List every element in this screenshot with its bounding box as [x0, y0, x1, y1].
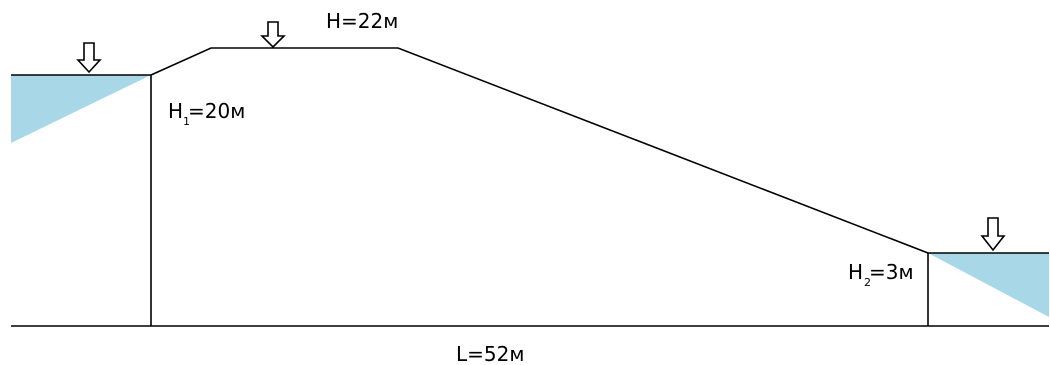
- down-arrow-icon: [76, 42, 102, 74]
- dam-profile: [150, 47, 929, 254]
- svg-text:=20м: =20м: [188, 99, 245, 123]
- upstream-water: [11, 75, 151, 143]
- svg-text:H: H: [168, 99, 183, 123]
- svg-text:H: H: [848, 260, 863, 284]
- down-arrow-icon: [260, 21, 286, 49]
- crest-height-label: H=22м: [326, 9, 398, 33]
- down-arrow-icon: [980, 217, 1006, 252]
- svg-text:1: 1: [183, 115, 190, 128]
- downstream-water: [928, 253, 1049, 317]
- svg-text:=3м: =3м: [869, 260, 914, 284]
- downstream-head-label: H 2 =3м: [848, 260, 914, 289]
- length-label: L=52м: [456, 342, 524, 365]
- svg-text:2: 2: [864, 276, 871, 289]
- upstream-head-label: H 1 =20м: [168, 99, 245, 128]
